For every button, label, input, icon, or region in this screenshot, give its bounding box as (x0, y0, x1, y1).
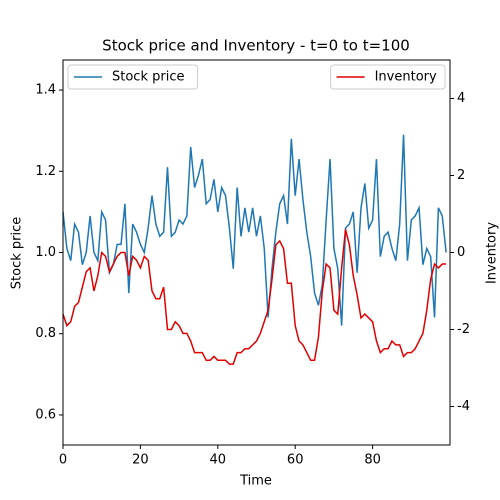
legend-box (330, 64, 446, 90)
y-tick-label: 1.0 (35, 245, 56, 260)
line-series (62, 134, 447, 326)
chart-title: Stock price and Inventory - t=0 to t=100 (102, 37, 410, 55)
y2-tick-label: 4 (457, 91, 465, 106)
x-tick-label: 20 (132, 453, 149, 468)
plot-frame (62, 59, 451, 446)
x-tick-label: 40 (210, 453, 227, 468)
y2-tick-label: 0 (457, 245, 465, 260)
y2-axis-label: Inventory (485, 222, 500, 284)
x-tick-label: 80 (364, 453, 381, 468)
y-tick-label: 1.2 (35, 164, 56, 179)
y-tick-label: 1.4 (35, 83, 56, 98)
y-axis-label: Stock price (10, 217, 25, 289)
y-tick-label: 0.6 (35, 407, 56, 422)
y2-tick-label: -4 (457, 399, 470, 414)
line-series (62, 229, 447, 365)
y2-tick-label: 2 (457, 168, 465, 183)
y-tick-label: 0.8 (35, 326, 56, 341)
legend-label: Inventory (375, 70, 437, 85)
x-tick-label: 0 (59, 453, 67, 468)
y2-tick-label: -2 (457, 322, 470, 337)
legend-label: Stock price (112, 70, 184, 85)
x-axis-label: Time (239, 474, 272, 489)
legend-box (67, 64, 199, 90)
x-tick-label: 60 (287, 453, 304, 468)
